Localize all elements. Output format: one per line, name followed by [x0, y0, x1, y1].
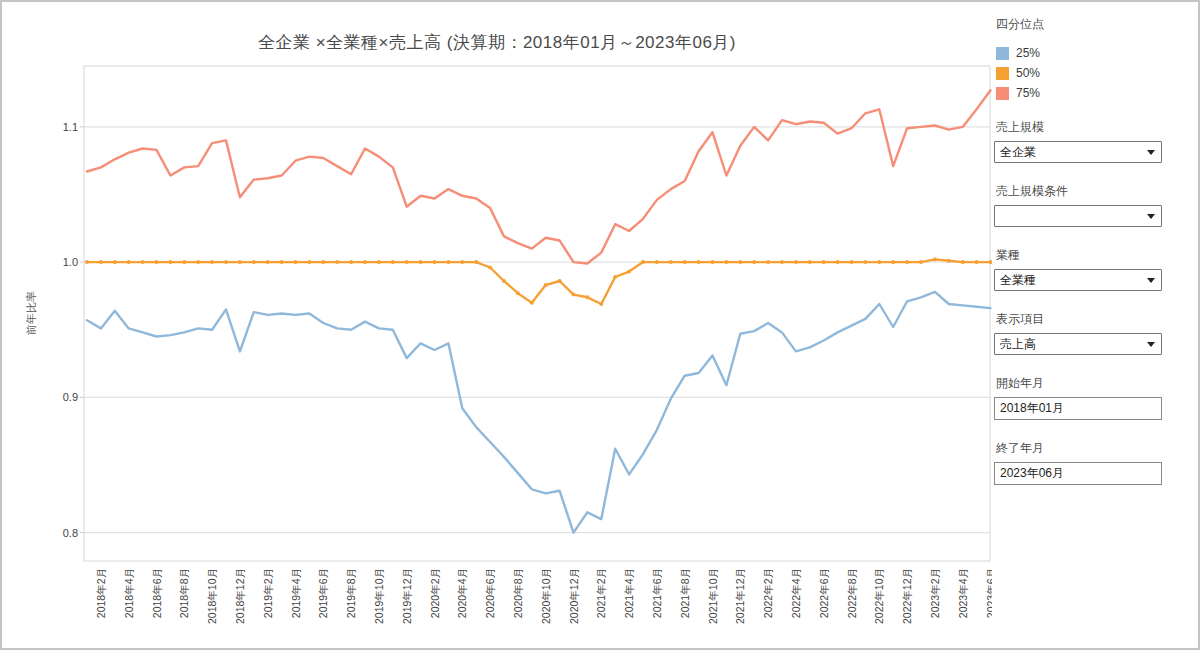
- sidebar-controls: 売上規模全企業売上規模条件業種全業種表示項目売上高開始年月終了年月: [994, 119, 1166, 485]
- svg-text:0.9: 0.9: [63, 391, 78, 403]
- svg-text:2020年6月: 2020年6月: [484, 568, 496, 618]
- svg-text:2019年4月: 2019年4月: [290, 568, 302, 618]
- svg-text:2018年2月: 2018年2月: [95, 568, 107, 618]
- svg-text:2019年2月: 2019年2月: [262, 568, 274, 618]
- sales-scale-condition-select[interactable]: [994, 205, 1162, 227]
- display-item-label: 表示項目: [996, 311, 1166, 328]
- filter-start-month: 開始年月: [994, 375, 1166, 420]
- line-chart: 0.8 0.9 1.0 1.1 2018年2月 2018年4月 2018年6月 2018年8月…: [2, 2, 992, 650]
- legend-items: 25% 50% 75%: [994, 43, 1166, 103]
- legend-item-q75[interactable]: 75%: [996, 83, 1166, 103]
- svg-text:2022年6月: 2022年6月: [818, 568, 830, 618]
- legend-item-label: 50%: [1016, 66, 1040, 80]
- svg-text:2021年10月: 2021年10月: [707, 568, 719, 624]
- filter-industry: 業種全業種: [994, 247, 1166, 291]
- legend-title: 四分位点: [996, 16, 1166, 33]
- svg-text:2018年4月: 2018年4月: [123, 568, 135, 618]
- svg-text:2020年12月: 2020年12月: [568, 568, 580, 624]
- filter-sales-scale-condition: 売上規模条件: [994, 183, 1166, 227]
- quartile-legend: 四分位点 25% 50% 75%: [994, 16, 1166, 103]
- y-axis-title: 前年比率: [25, 291, 37, 336]
- legend-item-q25[interactable]: 25%: [996, 43, 1166, 63]
- filter-sales-scale: 売上規模全企業: [994, 119, 1166, 163]
- svg-text:2022年4月: 2022年4月: [790, 568, 802, 618]
- series-25%: [87, 292, 991, 533]
- svg-text:2022年2月: 2022年2月: [762, 568, 774, 618]
- chevron-down-icon: [1147, 150, 1155, 155]
- legend-item-q50[interactable]: 50%: [996, 63, 1166, 83]
- dashboard: { "title": "全企業 ×全業種×売上高 (決算期：2018年01月～2…: [0, 0, 1200, 650]
- svg-text:2021年4月: 2021年4月: [623, 568, 635, 618]
- svg-text:2021年8月: 2021年8月: [679, 568, 691, 618]
- legend-item-label: 75%: [1016, 86, 1040, 100]
- chevron-down-icon: [1147, 278, 1155, 283]
- legend-swatch: [996, 87, 1009, 100]
- svg-text:2019年12月: 2019年12月: [401, 568, 413, 624]
- series-75%: [87, 90, 991, 263]
- sidebar: 四分位点 25% 50% 75% 売上規模全企業売上規模条件業種全業種表示項目売上高…: [994, 2, 1166, 505]
- sales-scale-label: 売上規模: [996, 119, 1166, 136]
- sales-scale-select[interactable]: 全企業: [994, 141, 1162, 163]
- start-month-label: 開始年月: [996, 375, 1166, 392]
- chevron-down-icon: [1147, 214, 1155, 219]
- legend-swatch: [996, 67, 1009, 80]
- filter-end-month: 終了年月: [994, 440, 1166, 485]
- series-50%: [85, 257, 992, 306]
- svg-text:2023年2月: 2023年2月: [929, 568, 941, 618]
- sales-scale-condition-label: 売上規模条件: [996, 183, 1166, 200]
- svg-text:2019年8月: 2019年8月: [345, 568, 357, 618]
- svg-text:2018年10月: 2018年10月: [206, 568, 218, 624]
- chevron-down-icon: [1147, 342, 1155, 347]
- svg-text:2021年2月: 2021年2月: [595, 568, 607, 618]
- svg-text:2018年8月: 2018年8月: [178, 568, 190, 618]
- end-month-label: 終了年月: [996, 440, 1166, 457]
- svg-text:2023年4月: 2023年4月: [957, 568, 969, 618]
- svg-text:2022年12月: 2022年12月: [901, 568, 913, 624]
- svg-text:2021年6月: 2021年6月: [651, 568, 663, 618]
- svg-text:1.0: 1.0: [63, 256, 78, 268]
- end-month-input[interactable]: [994, 462, 1162, 485]
- svg-text:2020年4月: 2020年4月: [456, 568, 468, 618]
- display-item-select[interactable]: 売上高: [994, 333, 1162, 355]
- industry-select[interactable]: 全業種: [994, 269, 1162, 291]
- filter-display-item: 表示項目売上高: [994, 311, 1166, 355]
- industry-label: 業種: [996, 247, 1166, 264]
- svg-text:1.1: 1.1: [63, 121, 78, 133]
- svg-text:2019年10月: 2019年10月: [373, 568, 385, 624]
- start-month-input[interactable]: [994, 397, 1162, 420]
- x-axis-labels: 2018年2月 2018年4月 2018年6月 2018年8月 2018年10月 2018…: [95, 568, 992, 624]
- svg-text:2018年12月: 2018年12月: [234, 568, 246, 624]
- svg-text:2021年12月: 2021年12月: [734, 568, 746, 624]
- svg-text:0.8: 0.8: [63, 527, 78, 539]
- svg-text:2023年6月: 2023年6月: [985, 568, 993, 618]
- legend-swatch: [996, 47, 1009, 60]
- legend-item-label: 25%: [1016, 46, 1040, 60]
- svg-text:2018年6月: 2018年6月: [151, 568, 163, 618]
- svg-text:2022年10月: 2022年10月: [873, 568, 885, 624]
- svg-text:2020年8月: 2020年8月: [512, 568, 524, 618]
- svg-text:2020年10月: 2020年10月: [540, 568, 552, 624]
- svg-text:2022年8月: 2022年8月: [846, 568, 858, 618]
- svg-text:2019年6月: 2019年6月: [317, 568, 329, 618]
- svg-text:2020年2月: 2020年2月: [429, 568, 441, 618]
